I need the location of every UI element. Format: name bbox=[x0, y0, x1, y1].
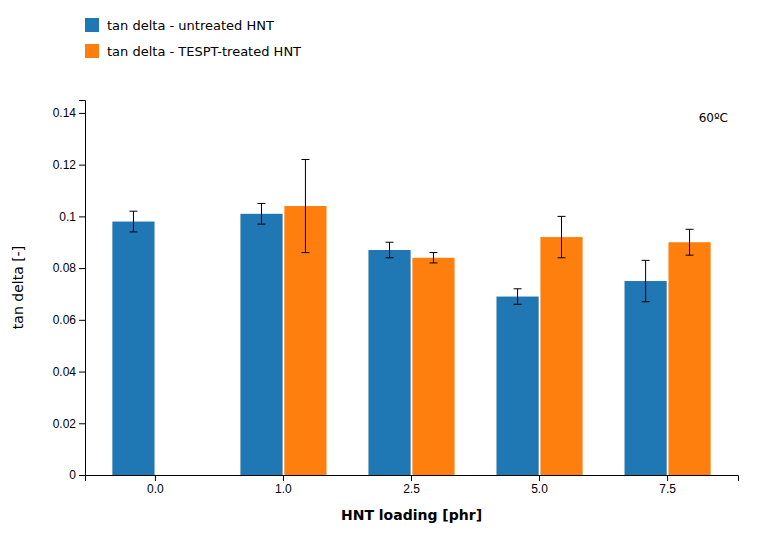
x-axis: 0.0 1.0 2.5 5.0 7.5 bbox=[86, 475, 739, 496]
tick-label: 0.14 bbox=[53, 106, 77, 120]
error-bar bbox=[129, 211, 137, 232]
legend-item: tan delta - untreated HNT bbox=[85, 18, 274, 33]
tick-label: 0.04 bbox=[53, 365, 77, 379]
tick: 1.0 bbox=[275, 475, 292, 496]
series bbox=[284, 159, 710, 475]
legend-label: tan delta - untreated HNT bbox=[107, 18, 274, 33]
tick: 5.0 bbox=[531, 475, 548, 496]
tick: 0.06 bbox=[53, 313, 85, 327]
legend-item: tan delta - TESPT-treated HNT bbox=[85, 44, 301, 59]
bar bbox=[625, 281, 667, 475]
series bbox=[112, 203, 666, 475]
tick-mark bbox=[79, 320, 85, 321]
tick-label: 5.0 bbox=[531, 482, 548, 496]
tick: 7.5 bbox=[659, 475, 676, 496]
chart: 0.01.02.55.07.500.020.040.060.080.10.120… bbox=[0, 0, 763, 540]
tick-mark bbox=[155, 475, 156, 481]
legend: tan delta - untreated HNT tan delta - TES… bbox=[85, 18, 301, 59]
error-bar bbox=[429, 253, 437, 263]
bar bbox=[240, 214, 282, 475]
tick-mark bbox=[283, 475, 284, 481]
tick-label: 0.12 bbox=[53, 158, 77, 172]
y-axis-title: tan delta [-] bbox=[10, 246, 26, 329]
error-bar bbox=[686, 229, 694, 255]
tick: 0.0 bbox=[147, 475, 164, 496]
plot: 0.01.02.55.07.500.020.040.060.080.10.120… bbox=[10, 101, 739, 524]
x-axis-title: HNT loading [phr] bbox=[341, 507, 482, 523]
axis-line bbox=[86, 476, 739, 482]
legend-swatch bbox=[85, 44, 99, 58]
tick: 0.02 bbox=[53, 417, 85, 431]
tick-mark bbox=[79, 268, 85, 269]
tick: 0.08 bbox=[53, 261, 85, 275]
tick-mark bbox=[79, 165, 85, 166]
tick-label: 0.0 bbox=[147, 482, 164, 496]
bar bbox=[540, 237, 582, 475]
legend-swatch bbox=[85, 18, 99, 32]
tick-label: 0.08 bbox=[53, 261, 77, 275]
legend-label: tan delta - TESPT-treated HNT bbox=[107, 44, 301, 59]
tick-mark bbox=[79, 113, 85, 114]
tick: 0 bbox=[69, 468, 85, 482]
annotation: 60ºC bbox=[699, 111, 728, 125]
tick-label: 1.0 bbox=[275, 482, 292, 496]
tick-mark bbox=[79, 372, 85, 373]
tick-label: 7.5 bbox=[659, 482, 676, 496]
error-bar bbox=[257, 203, 265, 224]
bar bbox=[668, 242, 710, 475]
tick-mark bbox=[79, 423, 85, 424]
tick-mark bbox=[79, 216, 85, 217]
tick-mark bbox=[667, 475, 668, 481]
tick-mark bbox=[539, 475, 540, 481]
tick: 0.12 bbox=[53, 158, 85, 172]
bar bbox=[112, 222, 154, 475]
error-bar bbox=[514, 289, 522, 305]
tick: 0.04 bbox=[53, 365, 85, 379]
tick-label: 0.06 bbox=[53, 313, 77, 327]
tick: 0.14 bbox=[53, 106, 85, 120]
axis-line bbox=[79, 101, 86, 476]
error-bar bbox=[642, 260, 650, 301]
error-bar bbox=[558, 216, 566, 257]
tick-mark bbox=[411, 475, 412, 481]
bar bbox=[412, 258, 454, 475]
tick-label: 0.1 bbox=[59, 210, 76, 224]
tick-mark bbox=[79, 475, 85, 476]
tick-label: 0 bbox=[69, 468, 76, 482]
y-axis: 0 0.02 0.04 0.06 0.08 0.1 0.12 0.14 bbox=[53, 101, 86, 483]
tick: 0.1 bbox=[59, 210, 85, 224]
bar bbox=[496, 297, 538, 475]
error-bar bbox=[386, 242, 394, 258]
bar bbox=[368, 250, 410, 475]
tick: 2.5 bbox=[403, 475, 420, 496]
error-bar bbox=[301, 159, 309, 252]
tick-label: 2.5 bbox=[403, 482, 420, 496]
tick-label: 0.02 bbox=[53, 417, 77, 431]
marks bbox=[112, 159, 710, 475]
